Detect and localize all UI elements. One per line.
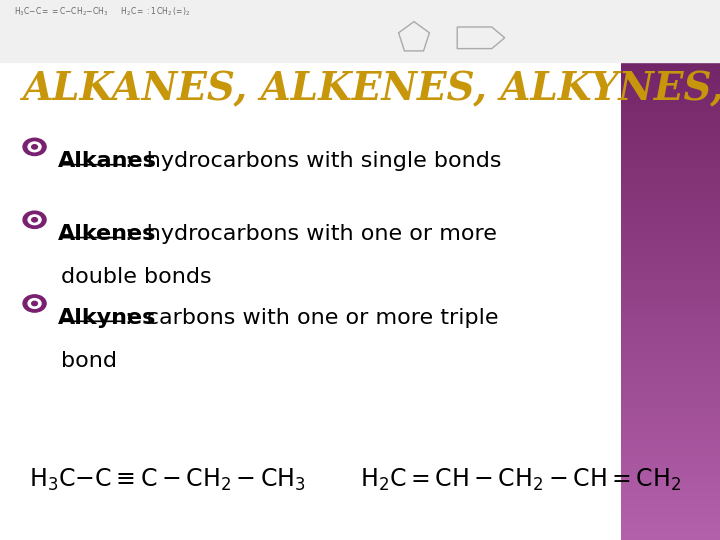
Circle shape [28, 299, 41, 308]
Text: ALKANES, ALKENES, ALKYNES,: ALKANES, ALKENES, ALKYNES, [22, 70, 720, 108]
Text: :  hydrocarbons with single bonds: : hydrocarbons with single bonds [125, 151, 501, 171]
Circle shape [32, 301, 37, 306]
Circle shape [23, 138, 46, 156]
Text: double bonds: double bonds [61, 267, 212, 287]
Text: Alkenes: Alkenes [58, 224, 156, 244]
Text: :  hydrocarbons with one or more: : hydrocarbons with one or more [125, 224, 497, 244]
Text: :  carbons with one or more triple: : carbons with one or more triple [125, 308, 498, 328]
Circle shape [32, 218, 37, 222]
Text: $\mathsf{H_2C{=}CH-CH_2-CH{=}CH_2}$: $\mathsf{H_2C{=}CH-CH_2-CH{=}CH_2}$ [360, 467, 681, 494]
Text: Alkynes: Alkynes [58, 308, 156, 328]
Text: $\mathsf{H_3C}$$\mathsf{-C{\equiv}C-CH_2-CH_3}$: $\mathsf{H_3C}$$\mathsf{-C{\equiv}C-CH_2… [29, 467, 306, 494]
Circle shape [32, 145, 37, 149]
Circle shape [28, 215, 41, 225]
Circle shape [23, 211, 46, 228]
Text: $\mathsf{H_3C{-}C{=}{=}C{-}CH_2{-}CH_3}$   $\mathsf{H_2C{=}{:}1\,CH_2\,({\!=}\!): $\mathsf{H_3C{-}C{=}{=}C{-}CH_2{-}CH_3}$… [14, 5, 191, 18]
Bar [0, 0, 720, 62]
Text: Alkanes: Alkanes [58, 151, 156, 171]
Text: bond: bond [61, 351, 117, 371]
Circle shape [28, 142, 41, 152]
Circle shape [23, 295, 46, 312]
